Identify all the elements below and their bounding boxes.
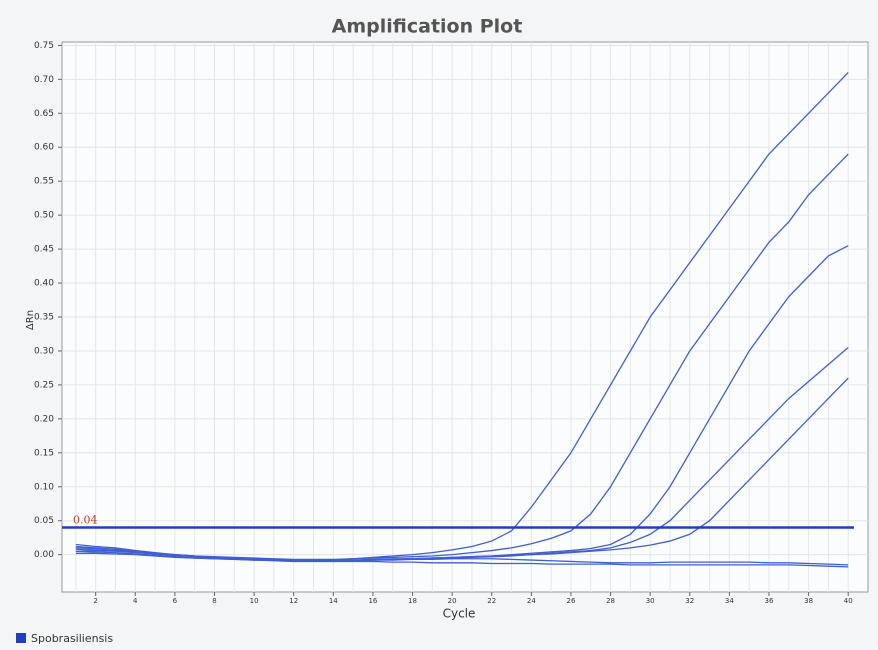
y-axis-label: ΔRn [25,310,36,330]
amplification-curve [75,552,849,566]
x-tick-label: 14 [329,597,338,605]
chart-title: Amplification Plot [332,16,523,38]
x-tick-label: 16 [368,597,377,605]
x-tick-label: 34 [725,597,734,605]
x-tick-label: 36 [765,597,774,605]
amplification-curve [75,347,849,563]
y-tick-label: 0.45 [34,245,54,255]
x-tick-label: 24 [527,597,536,605]
x-tick-label: 10 [250,597,259,605]
y-tick-label: 0.10 [34,482,54,492]
legend-label: Spobrasiliensis [31,632,113,645]
y-tick-label: 0.60 [34,143,54,153]
y-tick-label: 0.55 [34,177,54,187]
x-tick-label: 2 [93,597,97,605]
y-tick-label: 0.00 [34,550,54,560]
y-tick-label: 0.70 [34,75,54,85]
y-tick-label: 0.20 [34,414,54,424]
x-tick-label: 28 [606,597,615,605]
x-axis-label: Cycle [443,607,476,621]
y-tick-label: 0.30 [34,346,54,356]
x-tick-label: 30 [646,597,655,605]
x-tick-label: 4 [133,597,138,605]
x-tick-label: 6 [173,597,178,605]
y-tick-label: 0.50 [34,211,54,221]
y-tick-label: 0.65 [34,109,54,119]
y-tick-label: 0.25 [34,380,54,390]
x-tick-label: 26 [566,597,575,605]
x-tick-label: 40 [844,597,853,605]
x-tick-label: 8 [212,597,216,605]
x-tick-label: 32 [685,597,694,605]
x-tick-label: 38 [804,597,813,605]
y-tick-label: 0.40 [34,279,54,289]
y-tick-label: 0.15 [34,448,54,458]
y-tick-label: 0.75 [34,41,54,51]
threshold-label: 0.04 [73,513,98,526]
x-tick-label: 20 [448,597,457,605]
x-tick-label: 22 [487,597,496,605]
y-tick-label: 0.35 [34,313,54,323]
legend-swatch [16,633,26,643]
amplification-curve [75,377,849,561]
x-tick-label: 12 [289,597,298,605]
y-tick-label: 0.05 [34,516,54,526]
x-tick-label: 18 [408,597,417,605]
